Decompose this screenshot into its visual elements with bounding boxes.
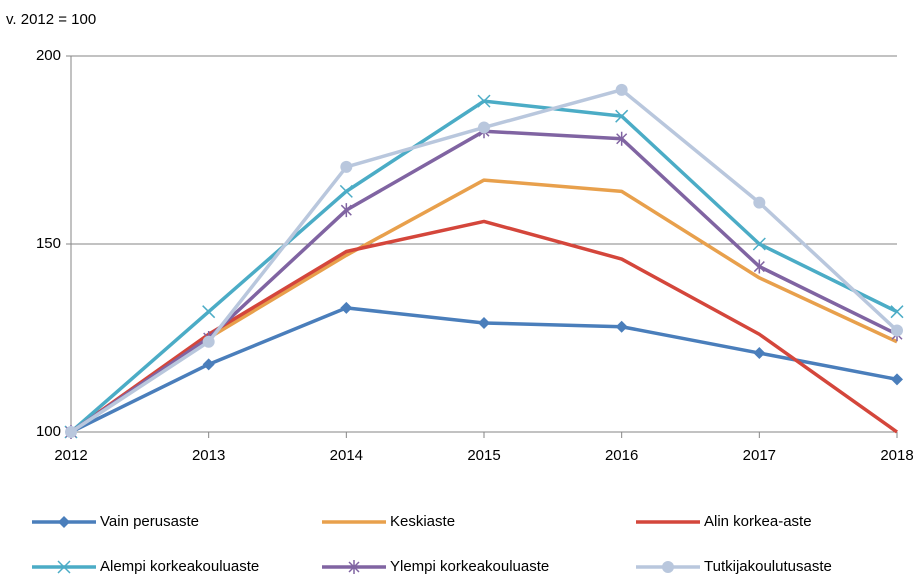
series-line bbox=[69, 99, 898, 434]
point-marker bbox=[339, 184, 353, 198]
point-marker bbox=[615, 109, 629, 123]
legend-label: Alin korkea-aste bbox=[704, 513, 812, 530]
point-marker bbox=[65, 426, 77, 438]
point-marker bbox=[891, 324, 903, 337]
point-marker bbox=[753, 347, 766, 360]
y-tick-label: 200 bbox=[36, 47, 61, 64]
legend-label: Tutkijakoulutusaste bbox=[704, 558, 832, 575]
series-line bbox=[70, 178, 898, 434]
point-marker bbox=[752, 237, 766, 251]
point-marker bbox=[340, 203, 352, 218]
y-tick-label: 100 bbox=[36, 423, 61, 440]
point-marker bbox=[202, 305, 216, 319]
point-marker bbox=[890, 305, 904, 319]
legend-label: Keskiaste bbox=[390, 513, 455, 530]
series-line bbox=[70, 88, 899, 434]
legend-marker bbox=[662, 561, 674, 573]
x-tick-label: 2012 bbox=[54, 447, 87, 464]
point-marker bbox=[478, 121, 490, 134]
x-tick-label: 2013 bbox=[192, 447, 225, 464]
x-tick-label: 2016 bbox=[605, 447, 638, 464]
y-axis-label: v. 2012 = 100 bbox=[6, 11, 96, 28]
legend-label: Alempi korkeakouluaste bbox=[100, 558, 259, 575]
point-marker bbox=[753, 196, 766, 209]
point-marker bbox=[891, 373, 903, 386]
point-marker bbox=[753, 259, 765, 274]
point-marker bbox=[202, 335, 215, 348]
point-marker bbox=[202, 358, 215, 371]
legend-label: Ylempi korkeakouluaste bbox=[390, 558, 549, 575]
y-tick-label: 150 bbox=[36, 235, 61, 252]
point-marker bbox=[478, 316, 490, 329]
point-marker bbox=[477, 94, 491, 108]
legend-marker bbox=[58, 516, 70, 528]
legend-label: Vain perusaste bbox=[100, 513, 199, 530]
point-marker bbox=[616, 131, 628, 146]
legend-marker bbox=[348, 560, 360, 574]
legend-marker bbox=[57, 560, 71, 574]
point-marker bbox=[340, 301, 353, 314]
x-tick-label: 2017 bbox=[743, 447, 776, 464]
x-tick-label: 2018 bbox=[880, 447, 913, 464]
point-marker bbox=[615, 320, 628, 333]
x-tick-label: 2014 bbox=[330, 447, 363, 464]
point-marker bbox=[340, 160, 353, 173]
series-line bbox=[70, 129, 898, 434]
x-tick-label: 2015 bbox=[467, 447, 500, 464]
point-marker bbox=[615, 83, 628, 96]
